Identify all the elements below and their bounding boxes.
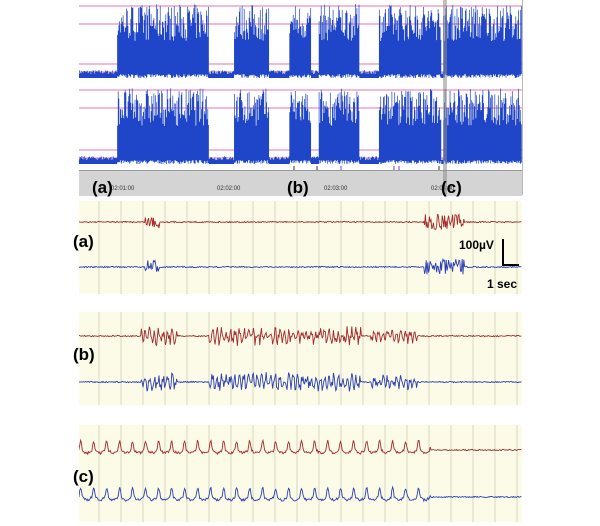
overview-marker-a: (a) [92, 178, 113, 197]
trace-red-c [79, 438, 522, 456]
eeg-panel-b [79, 312, 522, 405]
eeg-traces-c [79, 425, 522, 522]
time-tick-2: 02:02:00 [217, 186, 241, 192]
overview-marker-c: (c) [441, 178, 462, 197]
overview-marker-b: (b) [287, 178, 309, 197]
trace-blue-c [79, 485, 522, 503]
timeline-bar[interactable]: 02:01:00 02:02:00 02:03:00 02:04:00 [79, 170, 522, 196]
overview-window: 02:01:00 02:02:00 02:03:00 02:04:00 [79, 0, 523, 196]
overview-plot [79, 4, 522, 170]
trace-red-a [79, 213, 522, 230]
scale-bar-icon [502, 239, 519, 266]
overview-channel-2 [79, 88, 522, 164]
eeg-traces-b [79, 312, 522, 405]
panel-label-c: (c) [73, 467, 94, 486]
eeg-panel-c [79, 425, 522, 522]
panel-label-a: (a) [73, 232, 94, 251]
time-tick-4: 02:04:00 [431, 186, 454, 192]
time-cursor[interactable] [443, 0, 447, 195]
eeg-panel-a [79, 201, 522, 294]
scale-time: 1 sec [487, 277, 518, 291]
overview-channel-1 [79, 4, 522, 78]
trace-blue-a [79, 257, 522, 275]
time-tick-3: 02:03:00 [324, 186, 348, 192]
scale-amplitude: 100µV [459, 238, 494, 252]
panel-label-b: (b) [73, 345, 95, 364]
time-tick-1: 02:01:00 [111, 186, 135, 192]
eeg-traces-a [79, 201, 522, 294]
trace-red-b [79, 326, 522, 347]
trace-blue-b [79, 371, 522, 393]
